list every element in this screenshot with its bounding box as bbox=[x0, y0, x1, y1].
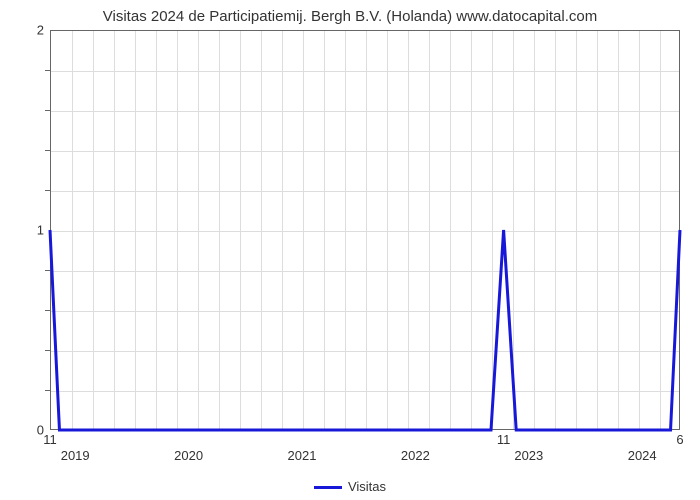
data-value-label: 6 bbox=[676, 432, 683, 447]
y-minor-tick bbox=[45, 350, 50, 351]
chart-container: Visitas 2024 de Participatiemij. Bergh B… bbox=[0, 0, 700, 500]
y-tick-label: 0 bbox=[14, 423, 44, 438]
x-tick-label: 2022 bbox=[401, 448, 430, 463]
legend: Visitas bbox=[0, 479, 700, 494]
y-minor-tick bbox=[45, 150, 50, 151]
y-minor-tick bbox=[45, 310, 50, 311]
data-value-label: 11 bbox=[43, 432, 57, 447]
line-series bbox=[50, 30, 680, 430]
x-tick-label: 2019 bbox=[61, 448, 90, 463]
legend-label: Visitas bbox=[348, 479, 386, 494]
x-tick-label: 2020 bbox=[174, 448, 203, 463]
x-tick-label: 2021 bbox=[288, 448, 317, 463]
data-value-label: 11 bbox=[497, 432, 511, 447]
chart-title: Visitas 2024 de Participatiemij. Bergh B… bbox=[0, 8, 700, 25]
y-tick-label: 1 bbox=[14, 223, 44, 238]
y-minor-tick bbox=[45, 270, 50, 271]
y-minor-tick bbox=[45, 190, 50, 191]
legend-swatch bbox=[314, 486, 342, 489]
x-tick-label: 2024 bbox=[628, 448, 657, 463]
y-minor-tick bbox=[45, 70, 50, 71]
y-minor-tick bbox=[45, 390, 50, 391]
y-minor-tick bbox=[45, 110, 50, 111]
x-tick-label: 2023 bbox=[514, 448, 543, 463]
y-tick-label: 2 bbox=[14, 23, 44, 38]
